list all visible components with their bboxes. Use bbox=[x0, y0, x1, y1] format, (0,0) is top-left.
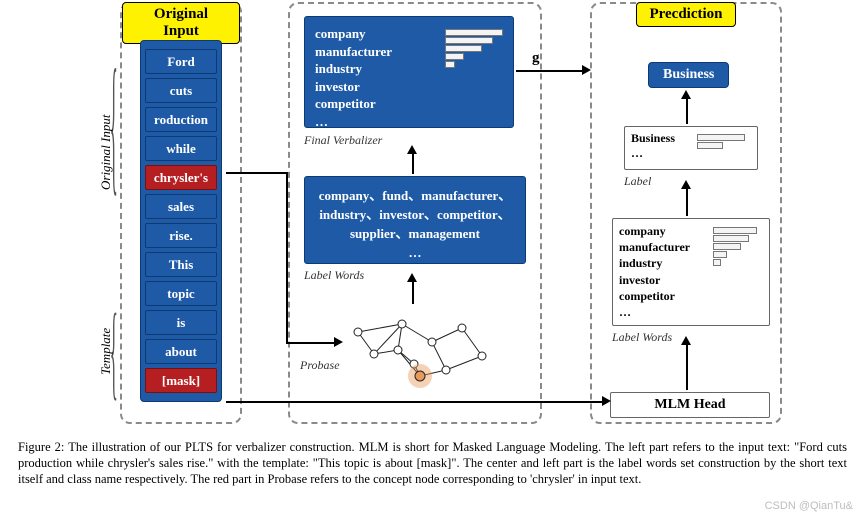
fv-word: competitor bbox=[315, 95, 439, 113]
rw-word: industry bbox=[619, 255, 713, 271]
fv-word: manufacturer bbox=[315, 43, 439, 61]
label-bar bbox=[697, 134, 745, 141]
fv-bar bbox=[445, 29, 503, 36]
mlm-head-box: MLM Head bbox=[610, 392, 770, 418]
labelwords-right-words: companymanufacturerindustryinvestorcompe… bbox=[619, 223, 713, 321]
arrow-chrysler-v bbox=[286, 172, 288, 342]
rw-word: competitor bbox=[619, 288, 713, 304]
label-box-bars bbox=[697, 131, 751, 150]
rw-word: manufacturer bbox=[619, 239, 713, 255]
rw-bar bbox=[713, 259, 721, 266]
right-title: Precdiction bbox=[636, 2, 735, 27]
arrow-mask-stem bbox=[226, 401, 606, 403]
fv-bar bbox=[445, 45, 482, 52]
final-verbalizer-caption: Final Verbalizer bbox=[304, 133, 382, 148]
label-box: Business … bbox=[624, 126, 758, 170]
side-label-template: Template bbox=[98, 328, 114, 375]
rw-word: investor bbox=[619, 272, 713, 288]
input-token-column: Ford cuts roduction while chrysler's sales ris… bbox=[140, 40, 222, 402]
label-words-line: supplier、management bbox=[317, 225, 513, 244]
probase-graph bbox=[338, 306, 503, 392]
labelwords-right-caption: Label Words bbox=[612, 330, 672, 345]
fv-bar bbox=[445, 53, 464, 60]
arrow-lbl-stem bbox=[686, 186, 688, 216]
input-token: roduction bbox=[145, 107, 217, 132]
final-verbalizer-words: companymanufacturerindustryinvestorcompe… bbox=[315, 25, 439, 119]
arrow-mask-head bbox=[602, 396, 611, 406]
final-verbalizer-box: companymanufacturerindustryinvestorcompe… bbox=[304, 16, 514, 128]
left-title: Original Input bbox=[122, 2, 240, 44]
label-words-line: industry、investor、competitor、 bbox=[317, 206, 513, 225]
arrow-fv-stem bbox=[412, 152, 414, 174]
arrow-lbl-head bbox=[681, 180, 691, 189]
label-caption: Label bbox=[624, 174, 651, 189]
rw-bar bbox=[713, 243, 741, 250]
probase-caption: Probase bbox=[300, 358, 340, 373]
rw-word: company bbox=[619, 223, 713, 239]
arrow-g-stem bbox=[516, 70, 582, 72]
labelwords-right-bars bbox=[713, 223, 763, 321]
watermark: CSDN @QianTu& bbox=[765, 500, 853, 512]
g-label: g bbox=[532, 50, 540, 67]
final-verbalizer-bars bbox=[439, 25, 503, 119]
input-token: This bbox=[145, 252, 217, 277]
rw-bar bbox=[713, 227, 757, 234]
prediction-pill: Business bbox=[648, 62, 729, 88]
rw-bar bbox=[713, 251, 727, 258]
arrow-pred-head bbox=[681, 90, 691, 99]
rw-word: … bbox=[619, 304, 713, 320]
fv-bar bbox=[445, 37, 493, 44]
input-token: while bbox=[145, 136, 217, 161]
arrow-lw-head bbox=[407, 273, 417, 282]
input-token: chrysler's bbox=[145, 165, 217, 190]
label-words-line: company、fund、manufacturer、 bbox=[317, 187, 513, 206]
input-token: is bbox=[145, 310, 217, 335]
arrow-chrysler-head bbox=[334, 337, 343, 347]
arrow-lw2-head bbox=[681, 336, 691, 345]
fv-word: company bbox=[315, 25, 439, 43]
label-bar bbox=[697, 142, 723, 149]
input-token: [mask] bbox=[145, 368, 217, 393]
fv-word: … bbox=[315, 113, 439, 131]
fv-word: investor bbox=[315, 78, 439, 96]
label-words-caption: Label Words bbox=[304, 268, 364, 283]
arrow-chrysler-h2 bbox=[286, 342, 334, 344]
input-token: about bbox=[145, 339, 217, 364]
input-token: sales bbox=[145, 194, 217, 219]
arrow-pred-stem bbox=[686, 96, 688, 124]
input-token: rise. bbox=[145, 223, 217, 248]
labelwords-box-right: companymanufacturerindustryinvestorcompe… bbox=[612, 218, 770, 326]
diagram-canvas: Original Input Ford cuts roduction while chr… bbox=[0, 0, 865, 435]
fv-word: industry bbox=[315, 60, 439, 78]
label-box-ellipsis: … bbox=[631, 146, 697, 161]
side-label-original: Original Input bbox=[98, 115, 114, 190]
input-token: cuts bbox=[145, 78, 217, 103]
rw-bar bbox=[713, 235, 749, 242]
input-token: topic bbox=[145, 281, 217, 306]
figure-caption: Figure 2: The illustration of our PLTS f… bbox=[0, 435, 865, 487]
label-words-box: company、fund、manufacturer、industry、inves… bbox=[304, 176, 526, 264]
arrow-chrysler-h1 bbox=[226, 172, 288, 174]
arrow-lw2-stem bbox=[686, 342, 688, 390]
fv-bar bbox=[445, 61, 455, 68]
arrow-fv-head bbox=[407, 145, 417, 154]
label-words-line: … bbox=[317, 244, 513, 263]
input-token: Ford bbox=[145, 49, 217, 74]
label-box-word: Business bbox=[631, 131, 697, 146]
arrow-lw-stem bbox=[412, 280, 414, 304]
